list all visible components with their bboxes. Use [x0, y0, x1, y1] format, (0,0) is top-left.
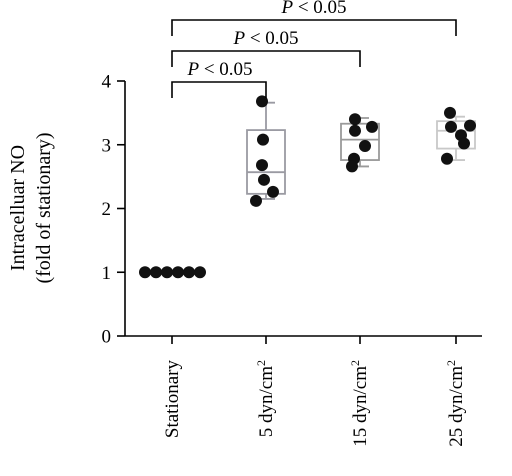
category-label-main: 5 dyn/cm: [256, 366, 277, 437]
data-point: [464, 119, 476, 132]
category-label: 5 dyn/cm2: [254, 360, 277, 437]
data-point: [349, 124, 361, 137]
significance-p-symbol: P: [186, 59, 199, 80]
significance-p-symbol: P: [280, 0, 293, 18]
category-label: 15 dyn/cm2: [348, 360, 371, 447]
data-point: [150, 266, 162, 279]
category-label-superscript: 2: [444, 360, 458, 366]
data-points: [139, 95, 476, 279]
significance-label: P < 0.05: [232, 28, 298, 49]
data-point: [366, 120, 378, 133]
category-label: 25 dyn/cm2: [444, 360, 467, 447]
significance-bracket: [171, 81, 267, 98]
data-point: [161, 266, 173, 279]
data-point: [346, 160, 358, 173]
significance-label: P < 0.05: [186, 59, 252, 80]
significance-p-symbol: P: [232, 28, 245, 49]
category-label-superscript: 2: [348, 360, 362, 366]
y-tick-label: 3: [102, 135, 112, 156]
significance-bracket: [171, 19, 457, 36]
data-point: [267, 185, 279, 198]
significance-p-value: < 0.05: [293, 0, 346, 18]
significance-bracket: [171, 50, 361, 67]
data-point: [256, 159, 268, 172]
y-tick-label: 2: [102, 199, 112, 220]
y-tick-label: 1: [102, 263, 112, 284]
category-label: Stationary: [162, 360, 183, 439]
y-axis-label: Intracelluar NO (fold of stationary): [7, 132, 55, 283]
data-point: [441, 152, 453, 165]
significance-brackets: P < 0.05P < 0.05P < 0.05: [171, 0, 457, 98]
data-point: [359, 140, 371, 153]
box-iqr: [340, 122, 380, 161]
data-point: [445, 120, 457, 133]
y-tick-label: 0: [102, 327, 112, 348]
y-tick-label: 4: [102, 72, 112, 93]
data-point: [458, 137, 470, 150]
category-label-superscript: 2: [254, 360, 268, 366]
data-point: [172, 266, 184, 279]
category-label-main: 15 dyn/cm: [350, 366, 371, 447]
axes: [124, 81, 482, 344]
category-label-main: 25 dyn/cm: [446, 366, 467, 447]
significance-p-value: < 0.05: [245, 28, 298, 49]
box-iqr: [436, 120, 476, 150]
data-point: [258, 173, 270, 186]
data-point: [257, 133, 269, 146]
data-point: [444, 106, 456, 119]
boxes: [246, 101, 476, 200]
y-axis-label-line1: Intracelluar NO: [7, 145, 29, 271]
data-point: [194, 266, 206, 279]
data-point: [256, 95, 268, 108]
significance-label: P < 0.05: [280, 0, 346, 18]
y-ticks: 0 1 2 3 4: [102, 72, 125, 348]
data-point: [250, 194, 262, 207]
y-axis-label-line2: (fold of stationary): [33, 132, 55, 283]
data-point: [349, 113, 361, 126]
data-point: [139, 266, 151, 279]
significance-p-value: < 0.05: [199, 59, 252, 80]
data-point: [183, 266, 195, 279]
box-iqr: [246, 129, 286, 195]
